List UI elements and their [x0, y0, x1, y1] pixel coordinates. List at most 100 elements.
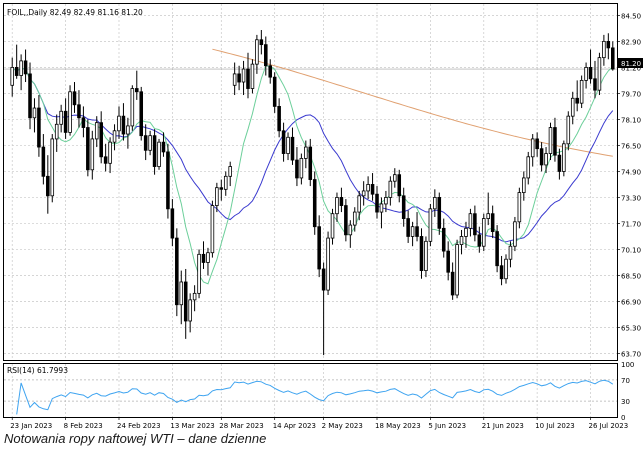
candle-body [575, 97, 579, 104]
candle [481, 213, 486, 252]
candle-body [530, 138, 535, 158]
candle [517, 187, 522, 229]
candle [206, 247, 210, 276]
candle-body [81, 117, 86, 128]
chart-caption: Notowania ropy naftowej WTI – dane dzien… [4, 431, 267, 446]
candle [126, 117, 130, 149]
candle [450, 262, 455, 300]
candle [410, 221, 415, 247]
candle [593, 60, 597, 99]
price-tick-label: 66.90 [621, 298, 641, 306]
candle [130, 85, 135, 131]
candle-body [126, 125, 130, 135]
candle-body [410, 226, 415, 237]
candle [308, 138, 313, 187]
candle [246, 52, 250, 99]
candle-body [223, 175, 228, 190]
candle-body [232, 73, 237, 86]
rsi-label: RSI(14) 61.7993 [7, 366, 68, 375]
candle-body [152, 135, 157, 167]
candle [108, 137, 112, 174]
candle-body [14, 66, 19, 76]
candle-body [384, 197, 388, 205]
candle-body [59, 110, 63, 125]
candle [504, 254, 508, 284]
candle-body [419, 236, 424, 271]
candle-body [562, 143, 566, 172]
candle [397, 169, 402, 203]
candle [535, 132, 539, 157]
candle [548, 122, 553, 161]
candle-body [450, 271, 455, 296]
price-tick-label: 84.50 [621, 12, 641, 20]
candle-body [188, 299, 192, 322]
candle-body [366, 184, 370, 192]
candle [401, 187, 406, 227]
candle-body [348, 224, 353, 236]
candle-body [121, 115, 126, 135]
candle [539, 142, 544, 172]
candle-body [277, 106, 281, 132]
candle [281, 122, 286, 162]
candle-body [481, 218, 486, 247]
candle [41, 134, 46, 185]
candle-body [557, 154, 562, 172]
candle [143, 124, 148, 161]
price-tick-label: 78.10 [621, 116, 641, 124]
candle-body [352, 211, 357, 226]
candle [375, 186, 379, 219]
candle-body [228, 166, 232, 177]
candle [68, 85, 72, 136]
candle [295, 147, 299, 187]
candle-body [157, 141, 161, 167]
candle-body [526, 156, 531, 179]
candle [210, 200, 215, 258]
candle-body [499, 265, 504, 280]
candle [14, 44, 19, 79]
candle [584, 62, 588, 89]
candle [250, 59, 255, 94]
date-tick-label: 13 Mar 2023 [170, 422, 214, 430]
candle [94, 116, 99, 148]
candle [477, 226, 482, 253]
candle [459, 229, 464, 255]
date-tick-label: 24 Feb 2023 [117, 422, 161, 430]
candle-body [135, 88, 139, 93]
candle-body [522, 177, 526, 193]
candle [344, 199, 348, 242]
candle-body [272, 76, 277, 107]
candle-body [610, 47, 615, 70]
candle-body [602, 40, 606, 59]
candle [304, 140, 308, 169]
date-tick-label: 26 Jul 2023 [589, 422, 629, 430]
candle [335, 192, 339, 222]
candle [81, 106, 86, 138]
candle-body [477, 234, 482, 247]
candle [99, 111, 103, 164]
candle [286, 132, 290, 161]
candle [606, 33, 611, 60]
candle [28, 62, 32, 130]
candle [228, 161, 232, 187]
candle-body [459, 236, 464, 245]
candle-body [250, 63, 255, 89]
candle [90, 130, 95, 180]
candle [499, 255, 504, 286]
candle-body [579, 80, 584, 104]
candle [10, 57, 15, 97]
candle-body [281, 130, 286, 154]
candle [139, 86, 144, 141]
candle [103, 143, 108, 172]
candle-body [588, 66, 593, 80]
candle-body [108, 141, 112, 164]
candle [530, 134, 535, 167]
candle-body [388, 180, 393, 198]
candle [201, 241, 206, 269]
candle [490, 205, 495, 239]
candle [77, 90, 81, 128]
candle-body [77, 104, 81, 119]
candle [321, 262, 326, 356]
candle-body [544, 153, 548, 166]
candle [312, 171, 317, 235]
candle-body [90, 138, 95, 171]
